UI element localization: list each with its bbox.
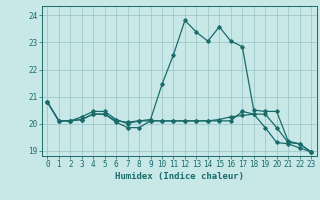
X-axis label: Humidex (Indice chaleur): Humidex (Indice chaleur) xyxy=(115,172,244,181)
